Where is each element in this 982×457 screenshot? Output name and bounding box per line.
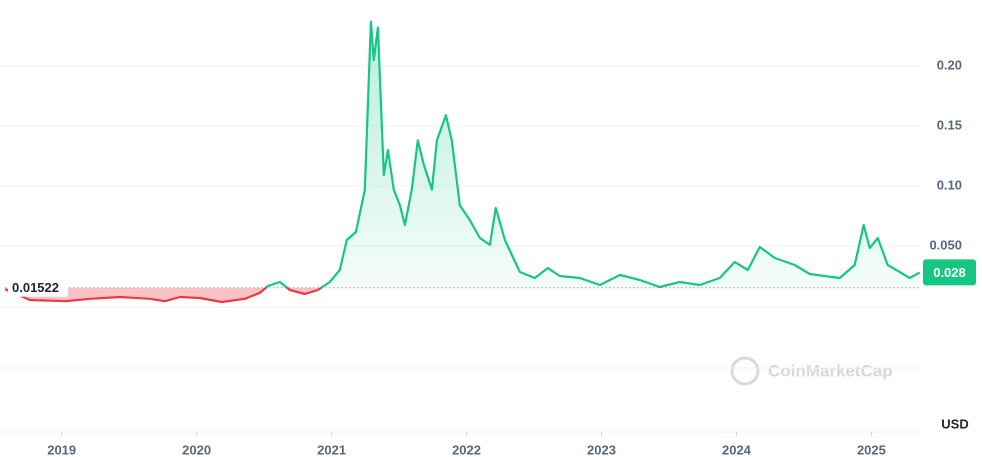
x-tick-label: 2019 bbox=[47, 442, 76, 457]
currency-label: USD bbox=[941, 416, 968, 431]
x-tick-label: 2024 bbox=[722, 442, 752, 457]
y-tick-label: 0.15 bbox=[937, 117, 962, 132]
baseline-label-bg bbox=[8, 278, 68, 297]
x-tick-label: 2025 bbox=[857, 442, 886, 457]
baseline-label: 0.01522 bbox=[12, 280, 59, 295]
x-tick-label: 2020 bbox=[182, 442, 211, 457]
y-tick-label: 0.050 bbox=[929, 237, 962, 252]
watermark: CoinMarketCap bbox=[730, 356, 893, 386]
x-tick-label: 2021 bbox=[317, 442, 346, 457]
y-tick-label: 0.10 bbox=[937, 177, 962, 192]
watermark-text: CoinMarketCap bbox=[768, 361, 893, 380]
price-line bbox=[4, 20, 921, 304]
watermark-logo bbox=[730, 356, 760, 386]
y-tick-label: 0.20 bbox=[937, 57, 962, 72]
x-tick-label: 2022 bbox=[452, 442, 481, 457]
x-tick-label: 2023 bbox=[587, 442, 616, 457]
current-price-label: 0.028 bbox=[933, 265, 966, 280]
area-down bbox=[5, 287, 920, 302]
area-up bbox=[265, 21, 920, 288]
current-price-badge bbox=[923, 259, 976, 286]
